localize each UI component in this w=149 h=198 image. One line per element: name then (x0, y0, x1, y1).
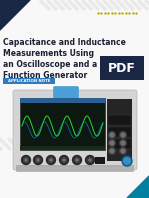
FancyBboxPatch shape (95, 157, 105, 164)
Circle shape (110, 141, 114, 145)
Text: Function Generator: Function Generator (3, 71, 87, 80)
Circle shape (34, 155, 42, 165)
Circle shape (63, 159, 65, 161)
Circle shape (46, 155, 55, 165)
Circle shape (124, 157, 131, 165)
Circle shape (76, 159, 78, 161)
FancyBboxPatch shape (100, 56, 144, 80)
Circle shape (35, 157, 41, 163)
FancyBboxPatch shape (3, 78, 55, 84)
Circle shape (21, 155, 31, 165)
Circle shape (108, 140, 115, 147)
Circle shape (74, 157, 80, 163)
Circle shape (49, 157, 53, 163)
Text: Capacitance and Inductance: Capacitance and Inductance (3, 38, 126, 47)
Circle shape (108, 131, 115, 138)
FancyBboxPatch shape (20, 146, 105, 150)
FancyBboxPatch shape (108, 127, 131, 137)
FancyBboxPatch shape (13, 90, 137, 170)
FancyBboxPatch shape (20, 98, 105, 103)
Circle shape (110, 133, 114, 137)
Circle shape (73, 155, 82, 165)
Circle shape (122, 156, 132, 166)
Text: APPLICATION NOTE: APPLICATION NOTE (8, 79, 50, 83)
Circle shape (24, 157, 28, 163)
Text: Measurements Using: Measurements Using (3, 49, 94, 58)
FancyBboxPatch shape (17, 166, 134, 171)
Circle shape (59, 155, 69, 165)
Circle shape (89, 159, 91, 161)
Circle shape (121, 133, 125, 137)
Circle shape (121, 141, 125, 145)
Circle shape (121, 149, 125, 153)
Circle shape (119, 148, 127, 154)
Circle shape (50, 159, 52, 161)
FancyBboxPatch shape (108, 115, 131, 125)
Circle shape (37, 159, 39, 161)
Circle shape (119, 131, 127, 138)
FancyBboxPatch shape (20, 98, 105, 150)
Circle shape (87, 157, 93, 163)
Circle shape (110, 149, 114, 153)
FancyBboxPatch shape (53, 87, 79, 98)
Text: an Oscilloscope and a: an Oscilloscope and a (3, 60, 97, 69)
Circle shape (119, 140, 127, 147)
Circle shape (108, 148, 115, 154)
Circle shape (86, 155, 94, 165)
Text: PDF: PDF (108, 62, 136, 74)
Polygon shape (127, 176, 149, 198)
Circle shape (25, 159, 27, 161)
FancyBboxPatch shape (107, 99, 132, 161)
Polygon shape (0, 0, 30, 30)
FancyBboxPatch shape (108, 139, 131, 149)
Circle shape (62, 157, 66, 163)
